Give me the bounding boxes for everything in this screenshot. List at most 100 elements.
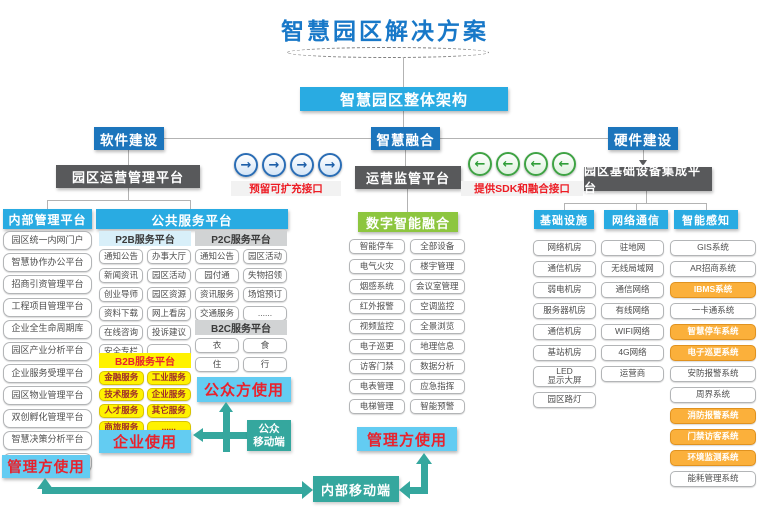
digital-fusion-header: 数字智能融合: [358, 212, 458, 232]
internal-mgmt-item: 企业全生命周期库: [3, 319, 92, 339]
internal-mgmt-item: 园区物业管理平台: [3, 386, 92, 406]
connector-line: [128, 150, 129, 165]
connector-line: [47, 200, 48, 209]
sensing-item: AR招商系统: [670, 261, 756, 277]
device-integration-platform-box: 园区基础设备集成平台: [584, 164, 712, 195]
connector-line: [190, 200, 191, 209]
sensing-item: 环境监测系统: [670, 450, 756, 466]
sensing-item: IBMS系统: [670, 282, 756, 298]
digital-fusion-item: 全景浏览: [409, 319, 465, 334]
connector-line: [636, 203, 637, 211]
arrow-right-circle-icon: →: [290, 153, 314, 177]
expand-interface-arrows: → → → →: [234, 153, 342, 177]
infrastructure-item: 通信机房: [533, 261, 596, 277]
digital-fusion-item: 数据分析: [409, 359, 465, 374]
p2c-item: ......: [243, 306, 287, 321]
digital-fusion-item: 红外报警: [349, 299, 405, 314]
digital-fusion-item: 会议室管理: [409, 279, 465, 294]
p2c-item: 资讯服务: [195, 287, 239, 302]
network-item: 通信网络: [601, 282, 664, 298]
digital-fusion-item: 全部设备: [409, 239, 465, 254]
connector-line: [128, 188, 129, 200]
p2b-item: 创业导师: [99, 287, 143, 302]
b2c-header: B2C服务平台: [195, 320, 287, 335]
arrow-right-circle-icon: →: [262, 153, 286, 177]
internal-mgmt-item: 园区统一内网门户: [3, 231, 92, 250]
bottom-connector-bar: [42, 487, 304, 494]
arrowhead-left-icon: [399, 481, 410, 499]
internal-mgmt-item: 双创孵化管理平台: [3, 408, 92, 428]
p2c-item: 交通服务: [195, 306, 239, 321]
digital-fusion-item: 应急指挥: [409, 379, 465, 394]
arrow-right-circle-icon: →: [234, 153, 258, 177]
p2b-item: 新闻资讯: [99, 268, 143, 283]
sensing-item: 消防报警系统: [670, 408, 756, 424]
internal-mgmt-item: 招商引资管理平台: [3, 275, 92, 295]
arrowhead-right-icon: [302, 481, 313, 499]
operation-monitor-platform-box: 运营监管平台: [355, 166, 461, 189]
internal-mgmt-item: 企业服务受理平台: [3, 364, 92, 384]
internal-mgmt-item: 智慧协作办公平台: [3, 253, 92, 273]
connector-line: [405, 150, 406, 166]
public-usage-badge: 公众方使用: [197, 377, 291, 402]
connector-line: [643, 150, 644, 161]
arrow-right-circle-icon: →: [318, 153, 342, 177]
sensing-list: GIS系统 AR招商系统 IBMS系统 一卡通系统 智慧停车系统 电子巡更系统 安防报警系统…: [670, 240, 756, 487]
b2b-header: B2B服务平台: [99, 353, 191, 368]
internal-mgmt-header: 内部管理平台: [3, 209, 92, 229]
b2c-list: 衣食住行: [195, 338, 287, 372]
p2c-item: 失物招领: [243, 268, 287, 283]
connector-line: [407, 189, 408, 212]
network-list: 驻地网 无线局域网 通信网络 有线网络 WIFI网络 4G网络 运营商: [601, 240, 664, 382]
b2b-item: 工业服务: [146, 371, 191, 385]
infrastructure-header: 基础设施: [534, 210, 594, 229]
connector-line: [403, 57, 404, 87]
infrastructure-item: 通信机房: [533, 324, 596, 340]
arrow-left-circle-icon: ←: [552, 152, 576, 176]
b2c-item: 衣: [195, 338, 239, 353]
digital-fusion-item: 访客门禁: [349, 359, 405, 374]
sensing-item: 一卡通系统: [670, 303, 756, 319]
p2b-item: 网上看房: [147, 306, 191, 321]
page-title: 智慧园区解决方案: [281, 18, 489, 44]
p2c-item: 园付通: [195, 268, 239, 283]
p2b-header: P2B服务平台: [99, 231, 191, 246]
internal-mgmt-list: 园区统一内网门户 智慧协作办公平台 招商引资管理平台 工程项目管理平台 企业全生命周期库…: [3, 231, 92, 472]
p2c-header: P2C服务平台: [195, 231, 287, 246]
infrastructure-list: 网络机房 通信机房 弱电机房 服务器机房 通信机房 基站机房 LED 显示大屏 园区路灯: [533, 240, 596, 408]
internal-mgmt-item: 智慧决策分析平台: [3, 430, 92, 450]
p2b-item: 在线咨询: [99, 325, 143, 340]
network-item: 4G网络: [601, 345, 664, 361]
sensing-item: 门禁访客系统: [670, 429, 756, 445]
b2b-item: 企业服务: [146, 387, 191, 401]
infrastructure-item: 服务器机房: [533, 303, 596, 319]
sensing-item: GIS系统: [670, 240, 756, 256]
b2b-item: 金融服务: [99, 371, 144, 385]
sensing-item: 电子巡更系统: [670, 345, 756, 361]
internal-mgmt-item: 园区产业分析平台: [3, 341, 92, 361]
p2c-item: 场馆预订: [243, 287, 287, 302]
digital-fusion-item: 视频监控: [349, 319, 405, 334]
network-header: 网络通信: [604, 210, 668, 229]
software-branch-box: 软件建设: [94, 127, 164, 150]
network-item: 运营商: [601, 366, 664, 382]
infrastructure-item: 园区路灯: [533, 391, 596, 408]
hardware-branch-box: 硬件建设: [608, 127, 678, 150]
connector-line: [564, 203, 565, 211]
operation-mgmt-platform-box: 园区运营管理平台: [56, 165, 200, 188]
digital-fusion-item: 智能停车: [349, 239, 405, 254]
title-underline-shape: [287, 47, 489, 58]
sdk-interface-label: 提供SDK和融合接口: [461, 181, 583, 196]
infrastructure-item: 弱电机房: [533, 282, 596, 298]
cross-arrow-bar: [203, 432, 247, 439]
p2b-item: 投诉建议: [147, 325, 191, 340]
sensing-item: 安防报警系统: [670, 366, 756, 382]
p2c-item: 通知公告: [195, 249, 239, 264]
arrowhead-up-icon: [416, 453, 432, 464]
bottom-connector-bar: [421, 462, 428, 492]
public-mobile-box: 公众 移动端: [247, 420, 291, 451]
b2c-item: 行: [243, 357, 287, 372]
arrowhead-up-icon: [219, 402, 233, 412]
b2b-item: 其它服务: [146, 404, 191, 418]
